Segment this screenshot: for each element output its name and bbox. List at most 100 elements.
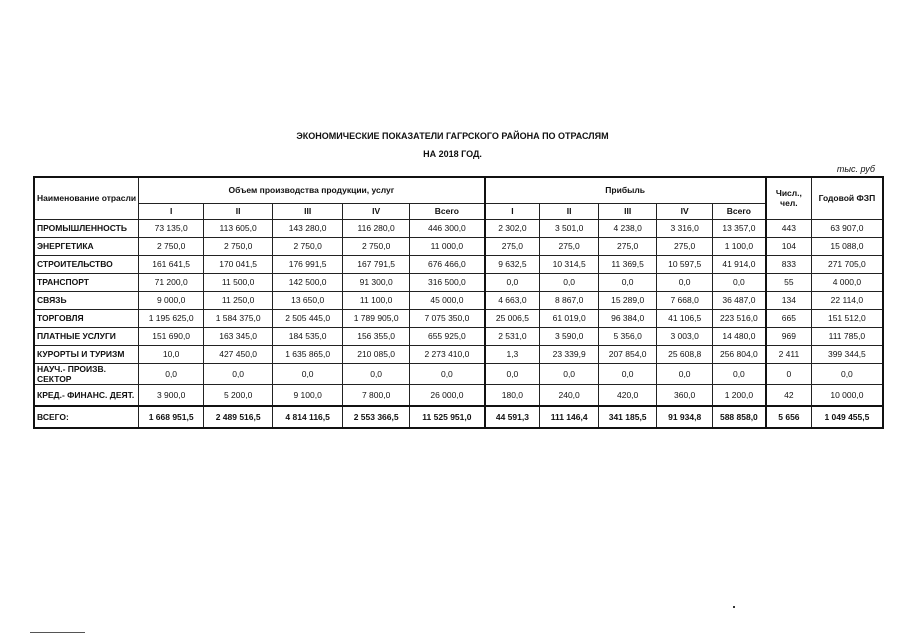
table-cell: 2 553 366,5 [342, 404, 411, 428]
table-cell: 41 106,5 [656, 308, 714, 328]
table-cell: 10 000,0 [811, 383, 884, 406]
table-cell: 0 [764, 362, 813, 385]
table-cell: 588 858,0 [712, 404, 767, 428]
table-cell: 0,0 [409, 362, 486, 385]
table-cell: 2 302,0 [483, 218, 541, 238]
table-cell: 3 003,0 [656, 326, 714, 346]
header-profit: Прибыль [483, 176, 767, 204]
table-cell: 111 146,4 [539, 404, 600, 428]
header-quarter: I [483, 202, 541, 220]
table-cell: 91 934,8 [656, 404, 714, 428]
table-cell: 161 641,5 [138, 254, 205, 274]
table-cell: 96 384,0 [598, 308, 658, 328]
table-cell: 13 650,0 [272, 290, 344, 310]
table-cell: 10 314,5 [539, 254, 600, 274]
table-cell: 170 041,5 [203, 254, 274, 274]
table-cell: 91 300,0 [342, 272, 411, 292]
table-cell: 2 489 516,5 [203, 404, 274, 428]
table-cell: 63 907,0 [811, 218, 884, 238]
table-cell: 0,0 [483, 272, 541, 292]
row-name: ВСЕГО: [33, 404, 140, 428]
table-cell: 4 000,0 [811, 272, 884, 292]
table-cell: 5 200,0 [203, 383, 274, 406]
table-cell: 1 100,0 [712, 236, 767, 256]
table-cell: 0,0 [712, 272, 767, 292]
table-cell: 4 663,0 [483, 290, 541, 310]
table-cell: 14 480,0 [712, 326, 767, 346]
table-cell: 1 789 905,0 [342, 308, 411, 328]
table-cell: 23 339,9 [539, 344, 600, 364]
table-row: ПЛАТНЫЕ УСЛУГИ 151 690,0 163 345,0 184 535,… [33, 326, 884, 346]
table-cell: 10 597,5 [656, 254, 714, 274]
table-cell: 55 [764, 272, 813, 292]
table-cell: 0,0 [138, 362, 205, 385]
table-cell: 443 [764, 218, 813, 238]
table-cell: 151 690,0 [138, 326, 205, 346]
header-quarter: Всего [712, 202, 767, 220]
row-name: СВЯЗЬ [33, 290, 140, 310]
header-quarter: IV [656, 202, 714, 220]
table-cell: 151 512,0 [811, 308, 884, 328]
table-cell: 3 900,0 [138, 383, 205, 406]
table-cell: 13 357,0 [712, 218, 767, 238]
table-cell: 45 000,0 [409, 290, 486, 310]
table-cell: 3 501,0 [539, 218, 600, 238]
table-cell: 143 280,0 [272, 218, 344, 238]
header-staff: Числ., чел. [764, 176, 813, 220]
table-cell: 10,0 [138, 344, 205, 364]
table-cell: 833 [764, 254, 813, 274]
header-name: Наименование отрасли [33, 176, 140, 220]
document-subtitle: НА 2018 ГОД. [423, 149, 482, 159]
row-name: ТОРГОВЛЯ [33, 308, 140, 328]
table-cell: 36 487,0 [712, 290, 767, 310]
table-cell: 42 [764, 383, 813, 406]
table-cell: 275,0 [598, 236, 658, 256]
table-cell: 1 584 375,0 [203, 308, 274, 328]
table-cell: 9 100,0 [272, 383, 344, 406]
table-cell: 163 345,0 [203, 326, 274, 346]
header-quarter: III [598, 202, 658, 220]
table-cell: 0,0 [203, 362, 274, 385]
table-cell: 184 535,0 [272, 326, 344, 346]
row-name: НАУЧ.- ПРОИЗВ. СЕКТОР [33, 362, 140, 385]
table-cell: 22 114,0 [811, 290, 884, 310]
table-row: СТРОИТЕЛЬСТВО 161 641,5 170 041,5 176 991,5… [33, 254, 884, 274]
table-cell: 1 200,0 [712, 383, 767, 406]
document-title: ЭКОНОМИЧЕСКИЕ ПОКАЗАТЕЛИ ГАГРСКОГО РАЙОН… [296, 131, 609, 141]
table-cell: 399 344,5 [811, 344, 884, 364]
table-row: ПРОМЫШЛЕННОСТЬ 73 135,0 113 605,0 143 280,0… [33, 218, 884, 238]
table-cell: 44 591,3 [483, 404, 541, 428]
table-cell: 240,0 [539, 383, 600, 406]
table-cell: 207 854,0 [598, 344, 658, 364]
table-cell: 167 791,5 [342, 254, 411, 274]
table-cell: 1 195 625,0 [138, 308, 205, 328]
table-cell: 4 814 116,5 [272, 404, 344, 428]
table-cell: 4 238,0 [598, 218, 658, 238]
row-name: КРЕД.- ФИНАНС. ДЕЯТ. [33, 383, 140, 406]
table-cell: 2 411 [764, 344, 813, 364]
row-name: ПРОМЫШЛЕННОСТЬ [33, 218, 140, 238]
table-cell: 0,0 [272, 362, 344, 385]
table-cell: 1 049 455,5 [811, 404, 884, 428]
table-cell: 5 356,0 [598, 326, 658, 346]
table-cell: 271 705,0 [811, 254, 884, 274]
table-cell: 969 [764, 326, 813, 346]
table-cell: 0,0 [656, 272, 714, 292]
table-cell: 0,0 [539, 362, 600, 385]
row-name: СТРОИТЕЛЬСТВО [33, 254, 140, 274]
table-cell: 2 273 410,0 [409, 344, 486, 364]
table-cell: 3 316,0 [656, 218, 714, 238]
header-quarter: II [539, 202, 600, 220]
table-cell: 41 914,0 [712, 254, 767, 274]
header-quarter: Всего [409, 202, 486, 220]
table-cell: 1,3 [483, 344, 541, 364]
table-row: ТРАНСПОРТ 71 200,0 11 500,0 142 500,0 91 300… [33, 272, 884, 292]
table-cell: 111 785,0 [811, 326, 884, 346]
table-cell: 316 500,0 [409, 272, 486, 292]
row-name: ТРАНСПОРТ [33, 272, 140, 292]
table-cell: 676 466,0 [409, 254, 486, 274]
table-cell: 275,0 [656, 236, 714, 256]
table-cell: 0,0 [598, 272, 658, 292]
table-cell: 25 608,8 [656, 344, 714, 364]
table-cell: 11 500,0 [203, 272, 274, 292]
